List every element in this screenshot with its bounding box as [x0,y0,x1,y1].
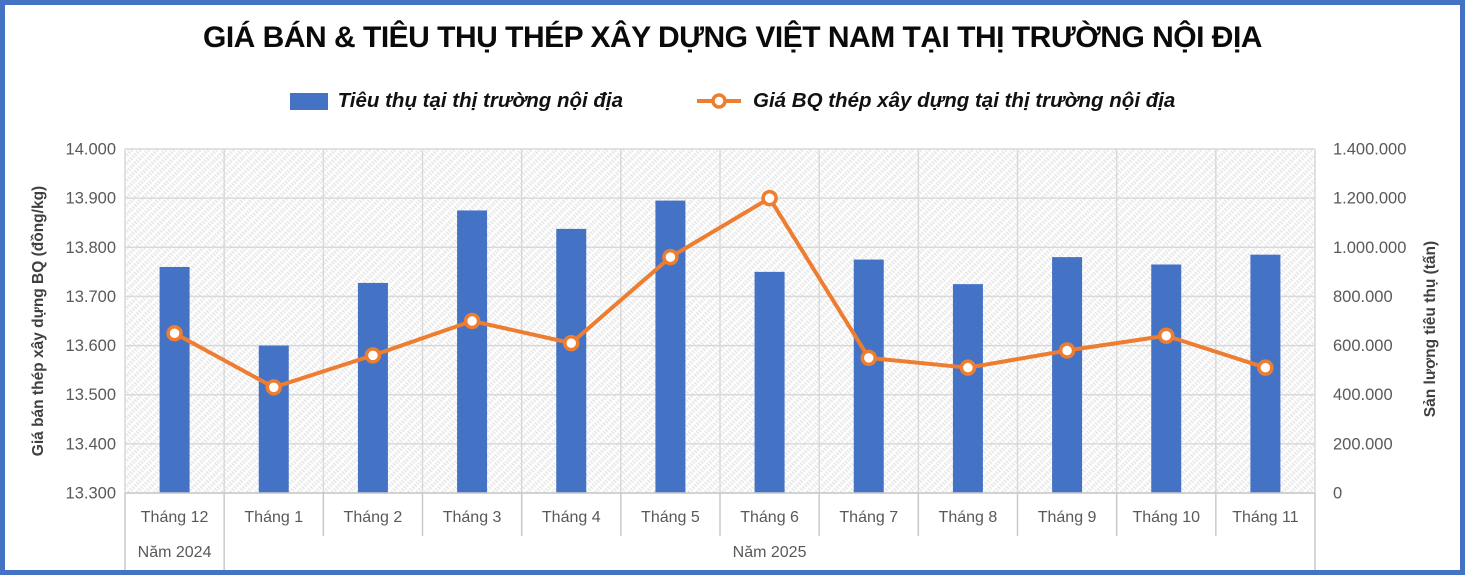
year-label: Năm 2025 [733,544,807,561]
left-tick-label: 13.600 [66,337,116,355]
consumption-bar [853,259,884,493]
month-label: Tháng 12 [141,509,209,526]
price-marker [463,312,481,330]
price-marker [761,189,778,207]
price-markers [166,189,1274,396]
consumption-bar [159,266,190,493]
consumption-bar [1151,264,1182,493]
legend-item-consumption: Tiêu thụ tại thị trường nội địa [289,89,624,113]
price-marker [1058,342,1076,359]
month-label: Tháng 2 [344,509,403,526]
month-label: Tháng 4 [542,509,601,526]
left-tick-label: 14.000 [66,141,116,159]
left-tick-label: 13.700 [66,288,116,306]
consumption-bar [1052,257,1083,493]
price-marker [1257,359,1274,376]
left-tick-label: 13.500 [66,386,116,404]
bar-swatch-icon [289,92,328,110]
left-tick-label: 13.400 [66,435,116,453]
month-label: Tháng 1 [244,509,303,526]
price-marker [265,379,282,396]
price-marker [166,325,183,342]
right-tick-label: 1.400.000 [1333,141,1406,159]
left-tick-label: 13.300 [66,485,116,503]
month-label: Tháng 9 [1038,509,1097,526]
right-tick-label: 200.000 [1333,435,1393,453]
legend-label-consumption: Tiêu thụ tại thị trường nội địa [337,89,624,112]
month-label: Tháng 7 [839,509,898,526]
line-circle-icon [697,93,742,109]
axis-separators [124,492,1316,570]
price-marker [662,248,679,266]
legend-item-price: Giá BQ thép xây dựng tại thị trường nội … [695,89,1175,113]
left-axis-ticks: 14.000 13.900 13.800 13.700 13.600 13.500 13.4… [66,141,116,503]
consumption-bars [159,200,1281,493]
chart-title: GIÁ BÁN & TIÊU THỤ THÉP XÂY DỰNG VIỆT NA… [203,21,1262,54]
right-tick-label: 0 [1333,485,1342,503]
combo-chart: 14.000 13.900 13.800 13.700 13.600 13.500 13.4… [30,141,1439,570]
right-axis-title: Sản lượng tiêu thụ (tấn) [1422,241,1439,417]
month-label: Tháng 6 [740,509,799,526]
left-axis-title: Giá bán thép xây dựng BQ (đồng/kg) [30,186,47,456]
legend-label-price: Giá BQ thép xây dựng tại thị trường nội … [753,89,1176,112]
consumption-bar [457,210,488,493]
price-marker [959,359,977,376]
consumption-bar [357,282,388,493]
right-tick-label: 1.200.000 [1333,190,1406,208]
month-label: Tháng 10 [1132,509,1200,526]
price-marker [1158,327,1175,344]
right-tick-label: 600.000 [1333,337,1393,355]
right-tick-label: 1.000.000 [1333,239,1406,257]
price-line [172,196,1268,390]
month-label: Tháng 5 [641,509,700,526]
chart-legend: Tiêu thụ tại thị trường nội địa Giá BQ t… [5,89,1460,113]
month-labels: Tháng 12 Tháng 1 Tháng 2 Tháng 3 Tháng 4 Thán… [141,509,1299,526]
price-marker [860,349,877,367]
price-marker [563,334,580,352]
year-label: Năm 2024 [138,544,212,561]
month-label: Tháng 8 [939,509,998,526]
consumption-bar [952,284,983,493]
price-marker [364,347,382,364]
consumption-bar [655,200,686,493]
right-tick-label: 800.000 [1333,288,1393,306]
left-tick-label: 13.900 [66,190,116,208]
consumption-bar [754,271,785,493]
consumption-bar [556,228,587,493]
month-label: Tháng 11 [1232,509,1299,526]
right-tick-label: 400.000 [1333,386,1393,404]
consumption-bar [258,345,289,493]
month-label: Tháng 3 [443,509,502,526]
year-labels: Năm 2024 Năm 2025 [138,544,807,561]
right-axis-ticks: 1.400.000 1.200.000 1.000.000 800.000 600.00… [1333,141,1406,503]
left-tick-label: 13.800 [66,239,116,257]
